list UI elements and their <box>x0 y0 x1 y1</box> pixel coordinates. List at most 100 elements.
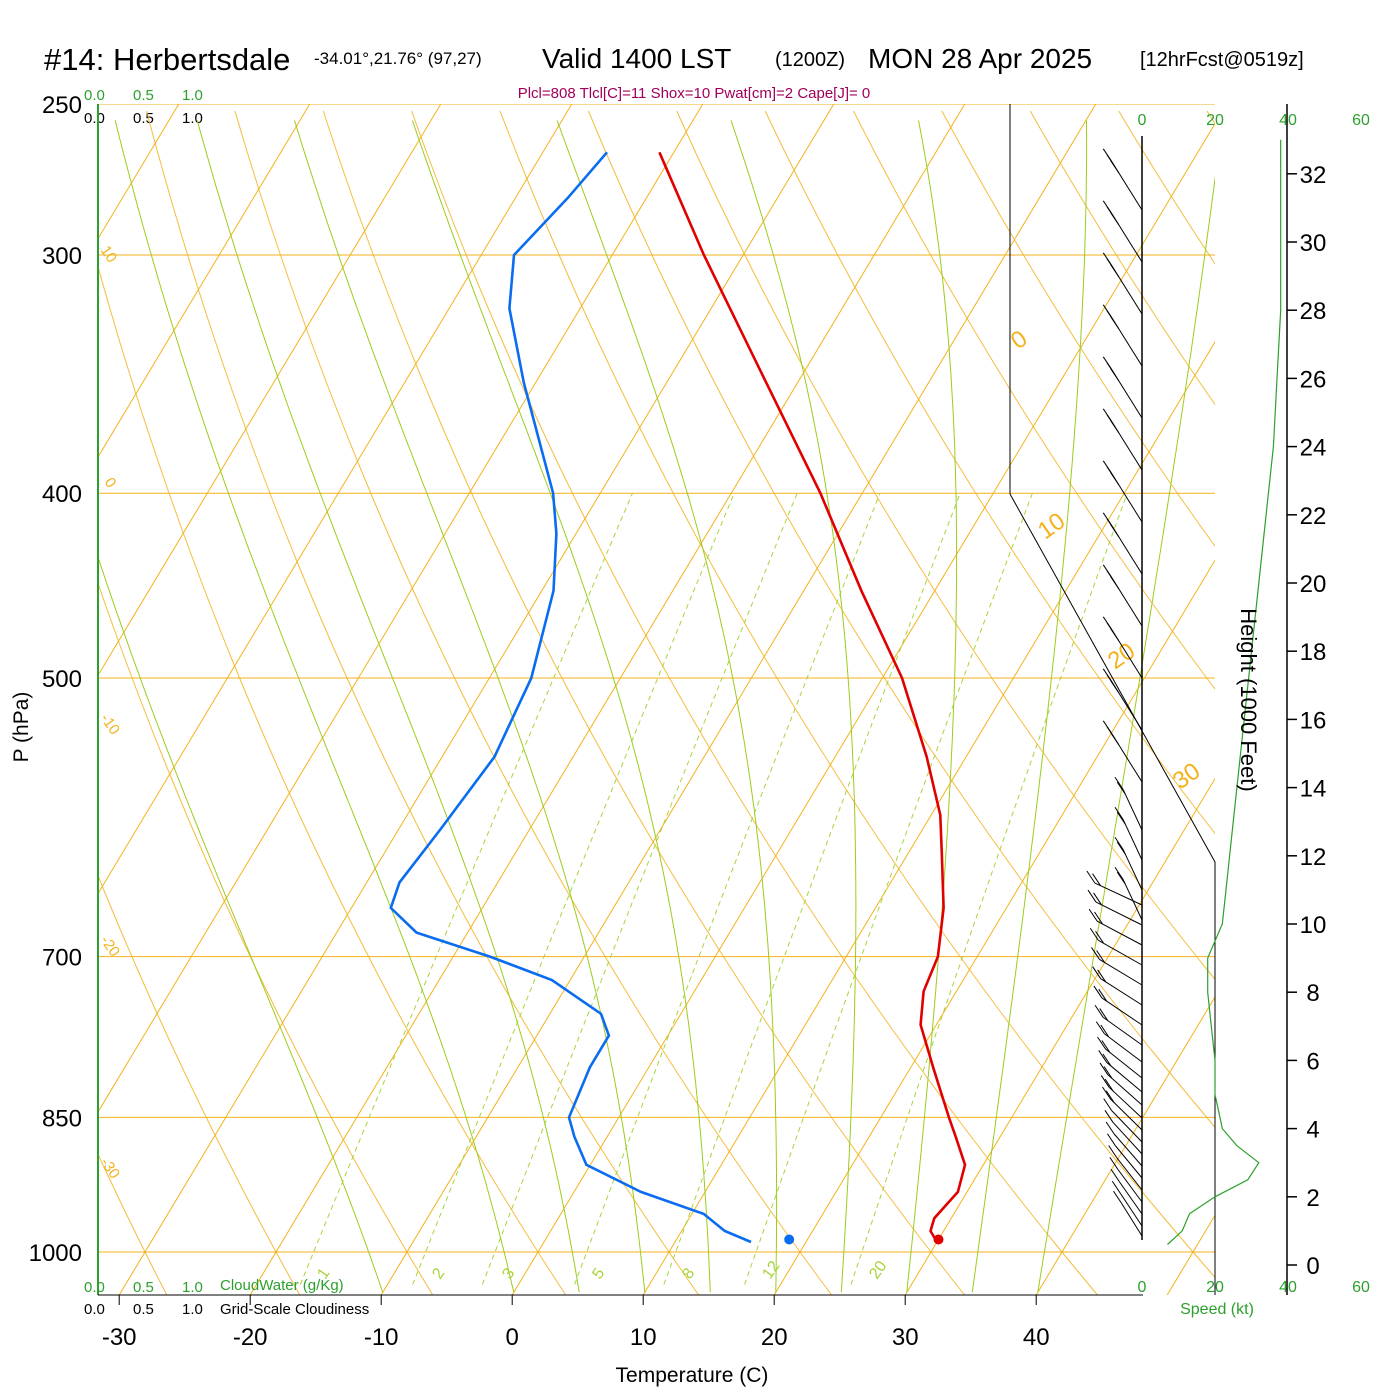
temperature-tick-label: 0 <box>506 1324 519 1351</box>
valid-zulu: (1200Z) <box>775 49 845 71</box>
wind-barb-feather <box>1087 889 1097 903</box>
wind-barb-feather <box>1093 985 1103 999</box>
isotherm-line <box>98 104 311 458</box>
wind-barb-feather <box>1098 1050 1108 1063</box>
cloudiness-label: Grid-Scale Cloudiness <box>220 1301 369 1318</box>
dry-adiabat-line <box>1384 111 1400 1295</box>
wind-barb-shaft <box>1119 1192 1143 1227</box>
mixing-ratio-label: 12 <box>759 1258 783 1282</box>
temperature-tick-label: -10 <box>364 1324 399 1351</box>
wind-barb-feather <box>1104 1078 1114 1092</box>
height-tick-label: 14 <box>1300 776 1327 803</box>
cloudiness-scale-top: 0.0 0.5 1.0 <box>84 110 203 127</box>
dry-adiabat-line <box>941 110 1215 548</box>
wind-barb-feather <box>1114 806 1124 820</box>
pressure-tick-label: 700 <box>42 945 82 972</box>
plot-boundary <box>97 104 1216 1296</box>
wind-barb-feather <box>1111 1180 1121 1194</box>
mixing-ratio-line <box>299 493 633 1285</box>
wind-barb-feather <box>1100 1075 1110 1088</box>
wind-barb-shaft <box>1107 1074 1143 1106</box>
isotherm-label: 10 <box>1033 507 1070 544</box>
wind-barb-feather <box>1089 928 1099 941</box>
dry-adiabat-line <box>1206 110 1215 125</box>
wind-barb-feather <box>1110 472 1120 485</box>
moist-adiabat-line <box>411 120 711 1293</box>
x-axis-label: Temperature (C) <box>616 1364 769 1387</box>
isotherm-line <box>1035 996 1215 1295</box>
isotherm-line <box>511 122 1215 1295</box>
wind-barb-shaft <box>1098 939 1143 966</box>
wind-barb-shaft <box>1112 1121 1143 1155</box>
wind-barb-shaft <box>1115 1145 1143 1179</box>
wind-speed-curve <box>1167 139 1282 1245</box>
isotherm-line <box>773 559 1215 1295</box>
cloudwater-scale-top: 0.0 0.5 1.0 <box>84 87 203 104</box>
temperature-tick-label: 30 <box>892 1324 919 1351</box>
surface-temperature-marker <box>933 1234 944 1245</box>
wind-barb-feather <box>1108 1145 1118 1158</box>
wind-barb-shaft <box>1099 959 1143 986</box>
temperature-tick-label: 40 <box>1023 1324 1050 1351</box>
height-tick-label: 4 <box>1306 1117 1319 1144</box>
mixing-ratio-line <box>850 493 1128 1285</box>
cloudwater-scale-bottom: 0.0 0.5 1.0 CloudWater (g/Kg) <box>84 1277 344 1296</box>
wind-barb-feather <box>1113 1190 1122 1204</box>
temperature-tick-labels: -30 -20 -10 0 10 20 30 40 <box>102 1295 1050 1351</box>
wind-barb-feather <box>1088 908 1098 922</box>
isotherm-label: 0 <box>101 475 120 492</box>
mixing-ratio-label: 20 <box>866 1258 890 1282</box>
cloudwater-tick: 0.5 <box>133 1279 154 1296</box>
isotherm-line <box>118 104 835 1295</box>
pressure-tick-label: 300 <box>42 243 82 270</box>
dewpoint-profile-line <box>389 151 752 1244</box>
cloudwater-tick: 0.0 <box>84 1279 105 1296</box>
cloudiness-tick: 1.0 <box>182 110 203 127</box>
temperature-profile-line <box>658 151 967 1243</box>
dry-adiabat-line <box>676 110 1215 981</box>
height-tick-label: 10 <box>1300 912 1327 939</box>
height-tick-label: 2 <box>1306 1185 1319 1212</box>
wind-barb-shaft <box>1108 1087 1143 1119</box>
wind-barb-feather <box>1110 576 1120 589</box>
isotherm-label: -20 <box>97 933 123 961</box>
wind-barb-feather <box>1116 841 1126 855</box>
wind-barb-feather <box>1098 988 1108 1002</box>
height-tick-label: 26 <box>1300 366 1327 393</box>
wind-barb-feather <box>1110 264 1120 277</box>
wind-barb-shaft <box>1106 1062 1143 1093</box>
speed-tick-label-top: 0 <box>1138 112 1147 129</box>
height-tick-label: 0 <box>1306 1253 1319 1280</box>
height-tick-label: 22 <box>1300 503 1327 530</box>
wind-barb-shaft <box>1095 901 1143 926</box>
wind-barb-feather <box>1091 947 1100 960</box>
wind-barb-feather <box>1094 911 1103 925</box>
mixing-ratio-label: 5 <box>589 1265 608 1282</box>
pressure-tick-label: 500 <box>42 666 82 693</box>
valid-time: Valid 1400 LST <box>542 43 731 74</box>
indices-line: Plcl=808 Tlcl[C]=11 Shox=10 Pwat[cm]=2 C… <box>518 85 871 102</box>
mixing-ratio-line <box>481 493 798 1285</box>
wind-barb-shaft <box>1100 978 1143 1006</box>
wind-barb-feather <box>1096 950 1106 963</box>
wind-barb-shaft <box>1116 1157 1143 1191</box>
wind-barb-feather <box>1105 1090 1115 1104</box>
wind-barb-shaft <box>1105 1048 1143 1079</box>
sounding-profiles <box>389 151 967 1245</box>
wind-barb-feather <box>1110 420 1120 433</box>
valid-date: MON 28 Apr 2025 <box>868 43 1092 74</box>
cloudiness-tick: 0.0 <box>84 1301 105 1318</box>
dry-adiabat-line <box>1029 110 1215 406</box>
cloudwater-tick: 0.5 <box>133 87 154 104</box>
wind-barb-feather <box>1116 811 1126 825</box>
mixing-ratio-line <box>412 493 735 1285</box>
wind-barb-feather <box>1109 1157 1119 1170</box>
wind-barb-feather <box>1106 1133 1116 1147</box>
pressure-tick-label: 850 <box>42 1105 82 1132</box>
cloudwater-tick: 0.0 <box>84 87 105 104</box>
forecast-info: [12hrFcst@0519z] <box>1140 49 1304 71</box>
wind-barb-feather <box>1101 1040 1111 1053</box>
